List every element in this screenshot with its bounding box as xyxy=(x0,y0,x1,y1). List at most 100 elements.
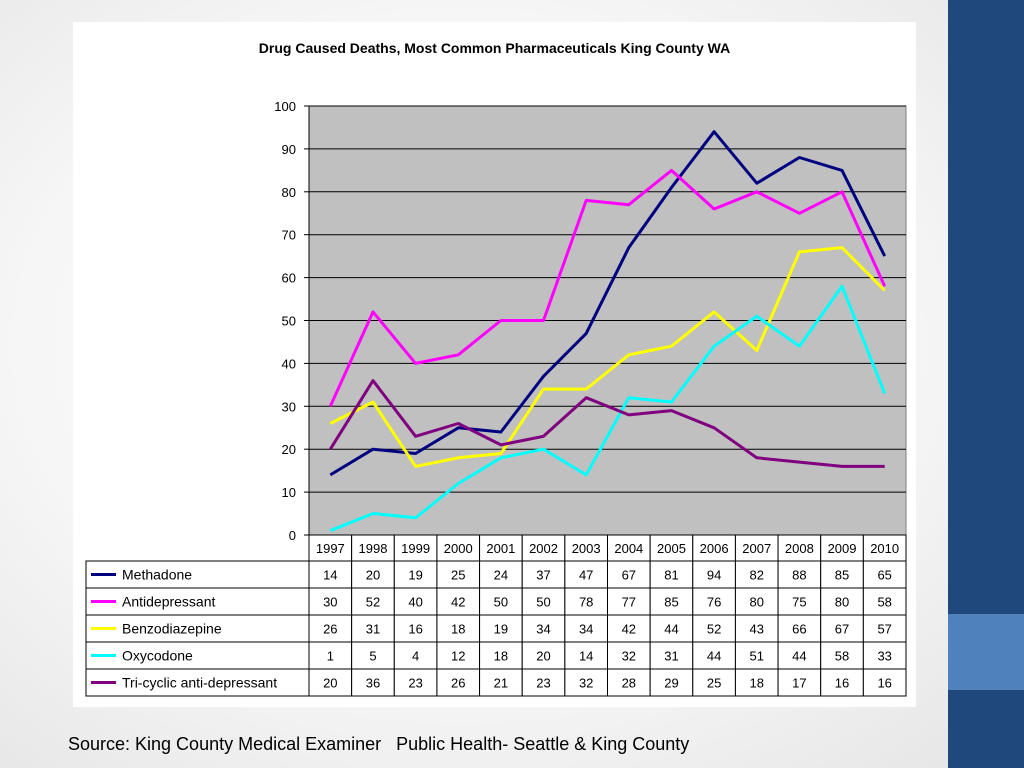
data-label: 32 xyxy=(579,676,593,691)
table-header-cell xyxy=(649,534,694,562)
table-value-cell xyxy=(820,641,864,670)
table-value-cell xyxy=(649,587,694,616)
data-label: 67 xyxy=(622,568,636,583)
y-tick-label: 90 xyxy=(282,142,296,157)
data-label: 81 xyxy=(664,568,678,583)
data-label: 66 xyxy=(792,622,806,637)
data-label: 31 xyxy=(366,622,380,637)
data-label: 16 xyxy=(408,622,422,637)
x-category-label: 1998 xyxy=(359,541,388,556)
y-tick-label: 80 xyxy=(282,185,296,200)
y-tick-label: 0 xyxy=(289,528,296,543)
data-label: 26 xyxy=(451,676,465,691)
slide-accent-block xyxy=(948,614,1024,690)
x-category-label: 2000 xyxy=(444,541,473,556)
data-label: 37 xyxy=(536,568,550,583)
x-category-label: 2003 xyxy=(572,541,601,556)
table-header-cell xyxy=(308,534,353,562)
table-value-cell xyxy=(777,668,822,697)
series-line-tri-cyclic-anti-depressant xyxy=(329,379,885,468)
x-category-label: 2007 xyxy=(742,541,771,556)
y-tick-label: 70 xyxy=(282,228,296,243)
table-header-cell xyxy=(393,534,438,562)
y-tick-label: 10 xyxy=(282,485,296,500)
data-label: 80 xyxy=(835,595,849,610)
table-value-cell xyxy=(564,641,608,670)
data-label: 58 xyxy=(835,649,849,664)
table-value-cell xyxy=(734,668,779,697)
data-label: 14 xyxy=(579,649,593,664)
data-label: 14 xyxy=(323,568,337,583)
x-category-label: 1997 xyxy=(316,541,345,556)
data-label: 67 xyxy=(835,622,849,637)
data-label: 20 xyxy=(323,676,337,691)
data-label: 31 xyxy=(664,649,678,664)
data-label: 40 xyxy=(408,595,422,610)
table-value-cell xyxy=(862,614,907,643)
table-value-cell xyxy=(734,587,779,616)
x-category-label: 2005 xyxy=(657,541,686,556)
y-tick-label: 60 xyxy=(282,271,296,286)
data-label: 20 xyxy=(366,568,380,583)
data-label: 25 xyxy=(451,568,465,583)
data-label: 16 xyxy=(835,676,849,691)
data-label: 19 xyxy=(494,622,508,637)
data-label: 21 xyxy=(494,676,508,691)
data-label: 24 xyxy=(494,568,508,583)
data-label: 17 xyxy=(792,676,806,691)
data-label: 34 xyxy=(579,622,593,637)
data-label: 75 xyxy=(792,595,806,610)
x-category-label: 2001 xyxy=(486,541,515,556)
chart-title: Drug Caused Deaths, Most Common Pharmace… xyxy=(258,40,731,56)
data-label: 50 xyxy=(494,595,508,610)
data-label: 26 xyxy=(323,622,337,637)
data-label: 58 xyxy=(877,595,891,610)
table-header-cell xyxy=(692,534,736,562)
data-label: 23 xyxy=(408,676,422,691)
table-value-cell xyxy=(393,614,438,643)
table-value-cell xyxy=(862,587,907,616)
data-label: 82 xyxy=(750,568,764,583)
table-value-cell xyxy=(436,587,481,616)
data-label: 44 xyxy=(792,649,806,664)
table-legend-cell xyxy=(85,560,310,589)
table-value-cell xyxy=(820,668,864,697)
x-category-label: 2008 xyxy=(785,541,814,556)
data-label: 29 xyxy=(664,676,678,691)
x-category-label: 2010 xyxy=(870,541,899,556)
table-value-cell xyxy=(777,587,822,616)
data-label: 23 xyxy=(536,676,550,691)
table-value-cell xyxy=(351,560,395,589)
table-header-cell xyxy=(479,534,523,562)
y-tick-label: 100 xyxy=(274,99,296,114)
table-value-cell xyxy=(351,668,395,697)
data-label: 44 xyxy=(664,622,678,637)
data-label: 44 xyxy=(707,649,721,664)
data-label: 34 xyxy=(536,622,550,637)
table-value-cell xyxy=(649,668,694,697)
series-line-oxycodone xyxy=(329,284,887,533)
data-label: 19 xyxy=(408,568,422,583)
data-label: 57 xyxy=(877,622,891,637)
x-category-label: 1999 xyxy=(401,541,430,556)
table-value-cell xyxy=(393,587,438,616)
table-legend-cell xyxy=(85,614,310,643)
data-label: 18 xyxy=(494,649,508,664)
table-header-cell xyxy=(820,534,864,562)
data-label: 52 xyxy=(707,622,721,637)
data-label: 88 xyxy=(792,568,806,583)
data-label: 12 xyxy=(451,649,465,664)
source-note: Source: King County Medical Examiner Pub… xyxy=(68,734,690,754)
data-label: 18 xyxy=(451,622,465,637)
table-value-cell xyxy=(862,668,907,697)
table-value-cell xyxy=(351,587,395,616)
data-label: 50 xyxy=(536,595,550,610)
table-value-cell xyxy=(607,668,651,697)
table-header-cell xyxy=(351,534,395,562)
table-legend-cell xyxy=(85,587,310,616)
table-value-cell xyxy=(692,641,736,670)
table-header-cell xyxy=(862,534,907,562)
table-value-cell xyxy=(564,560,608,589)
legend-label: Oxycodone xyxy=(122,648,193,664)
